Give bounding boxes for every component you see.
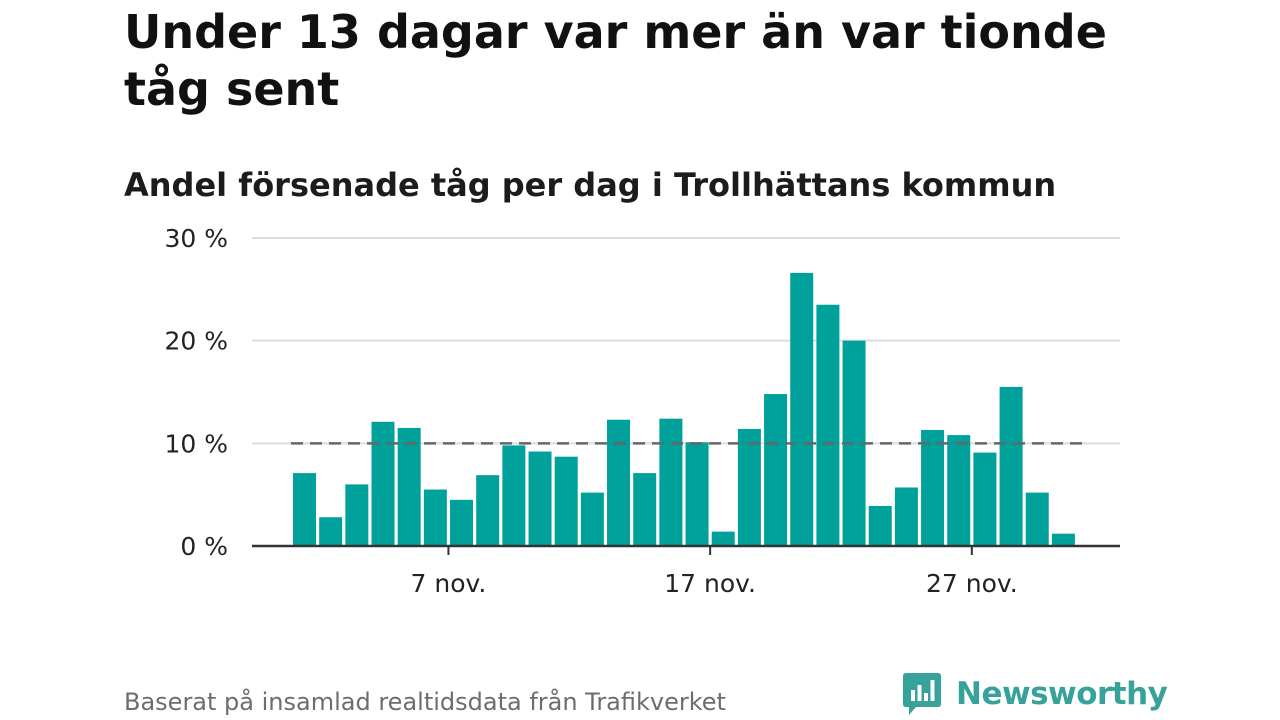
bar-2 bbox=[319, 517, 343, 546]
bar-15 bbox=[659, 418, 683, 546]
bar-6 bbox=[423, 489, 447, 546]
bar-4 bbox=[371, 421, 395, 546]
brand: Newsworthy bbox=[902, 670, 1168, 718]
y-tick-label: 10 % bbox=[164, 429, 228, 458]
bar-1 bbox=[293, 473, 316, 546]
brand-name: Newsworthy bbox=[956, 676, 1168, 712]
newsworthy-logo-icon bbox=[903, 673, 941, 715]
chart-title: Under 13 dagar var mer än var tionde tåg… bbox=[124, 5, 1107, 116]
bar-23 bbox=[868, 505, 892, 546]
chart-subtitle: Andel försenade tåg per dag i Trollhätta… bbox=[124, 166, 1057, 204]
bar-27 bbox=[973, 452, 997, 546]
bar-28 bbox=[999, 386, 1023, 546]
bar-19 bbox=[764, 394, 788, 546]
y-tick-label: 30 % bbox=[164, 224, 228, 253]
bar-7 bbox=[450, 499, 474, 546]
bar-17 bbox=[711, 531, 735, 546]
bar-14 bbox=[633, 473, 657, 546]
bar-12 bbox=[580, 492, 604, 546]
bar-chart: 0 % 10 % 20 % 30 % 7 nov. 17 nov. 27 nov. bbox=[164, 224, 1120, 598]
bar-8 bbox=[476, 475, 500, 546]
x-tick-label: 7 nov. bbox=[411, 569, 487, 598]
x-tick-label: 27 nov. bbox=[926, 569, 1018, 598]
bar-13 bbox=[607, 419, 631, 546]
y-tick-label: 20 % bbox=[164, 327, 228, 356]
bar-20 bbox=[790, 272, 814, 546]
bar-21 bbox=[816, 304, 840, 546]
x-tick-label: 17 nov. bbox=[664, 569, 756, 598]
bar-30 bbox=[1051, 533, 1075, 546]
bar-29 bbox=[1025, 492, 1049, 546]
bar-9 bbox=[502, 445, 526, 546]
bar-25 bbox=[921, 429, 945, 546]
source-note: Baserat på insamlad realtidsdata från Tr… bbox=[124, 688, 726, 716]
bar-11 bbox=[554, 456, 578, 546]
y-tick-label: 0 % bbox=[180, 532, 228, 561]
bar-26 bbox=[947, 435, 971, 546]
bar-10 bbox=[528, 451, 552, 546]
bar-3 bbox=[345, 484, 369, 546]
bar-16 bbox=[685, 442, 709, 546]
bar-24 bbox=[894, 487, 918, 546]
bar-5 bbox=[397, 427, 421, 546]
bar-22 bbox=[842, 340, 866, 546]
bar-18 bbox=[737, 428, 761, 546]
